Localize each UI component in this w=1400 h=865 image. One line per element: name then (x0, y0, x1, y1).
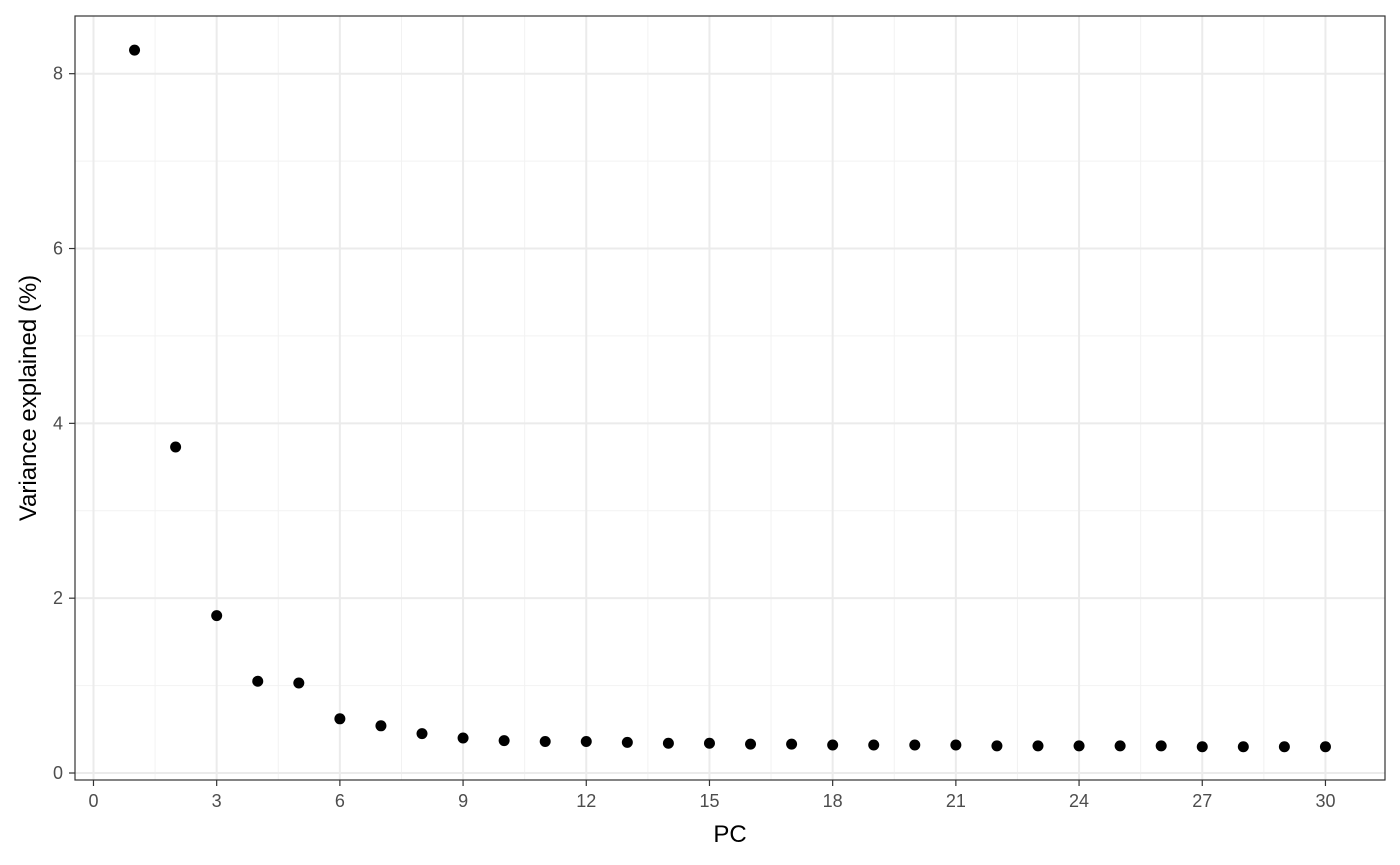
x-tick-label: 0 (88, 791, 98, 811)
x-tick-label: 21 (946, 791, 966, 811)
plot-panel-background (75, 16, 1385, 780)
data-point (539, 736, 551, 748)
data-point (1032, 740, 1044, 752)
data-point (1278, 741, 1290, 753)
data-point (129, 44, 141, 56)
y-tick-label: 8 (53, 64, 63, 84)
data-point (334, 713, 346, 725)
y-axis: 0 2 4 6 8 (53, 64, 75, 783)
x-tick-label: 30 (1315, 791, 1335, 811)
data-point (170, 441, 182, 453)
data-point (1155, 740, 1167, 752)
data-point (621, 736, 633, 748)
data-point (662, 737, 674, 749)
minor-gridlines (75, 16, 1385, 780)
data-point (868, 739, 880, 751)
major-gridlines (75, 16, 1385, 780)
data-point (375, 720, 387, 732)
x-tick-label: 15 (699, 791, 719, 811)
x-axis-title: PC (713, 821, 746, 848)
x-tick-label: 9 (458, 791, 468, 811)
data-point (827, 739, 839, 751)
y-tick-label: 0 (53, 763, 63, 783)
data-point (416, 728, 428, 740)
y-tick-label: 4 (53, 413, 63, 433)
plot-panel-border (74, 15, 1386, 781)
data-point (703, 737, 715, 749)
x-tick-label: 18 (823, 791, 843, 811)
data-point (1073, 740, 1085, 752)
data-point (1237, 741, 1249, 753)
x-tick-label: 24 (1069, 791, 1089, 811)
x-axis: 0 3 6 9 12 15 18 21 24 27 30 (88, 780, 1335, 811)
data-point (786, 738, 798, 750)
x-tick-label: 3 (212, 791, 222, 811)
data-point (293, 677, 305, 689)
data-point (1196, 741, 1208, 753)
y-tick-label: 2 (53, 588, 63, 608)
data-points (129, 44, 1331, 753)
data-point (950, 739, 962, 751)
data-point (1319, 741, 1331, 753)
data-point (252, 675, 264, 687)
data-point (909, 739, 921, 751)
data-point (991, 740, 1003, 752)
x-tick-label: 12 (576, 791, 596, 811)
x-tick-label: 6 (335, 791, 345, 811)
y-tick-label: 6 (53, 239, 63, 259)
data-point (580, 736, 592, 748)
data-point (457, 732, 469, 744)
x-tick-label: 27 (1192, 791, 1212, 811)
data-point (1114, 740, 1126, 752)
y-axis-title: Variance explained (%) (15, 275, 42, 521)
data-point (211, 610, 223, 622)
data-point (745, 738, 757, 750)
data-point (498, 735, 510, 747)
